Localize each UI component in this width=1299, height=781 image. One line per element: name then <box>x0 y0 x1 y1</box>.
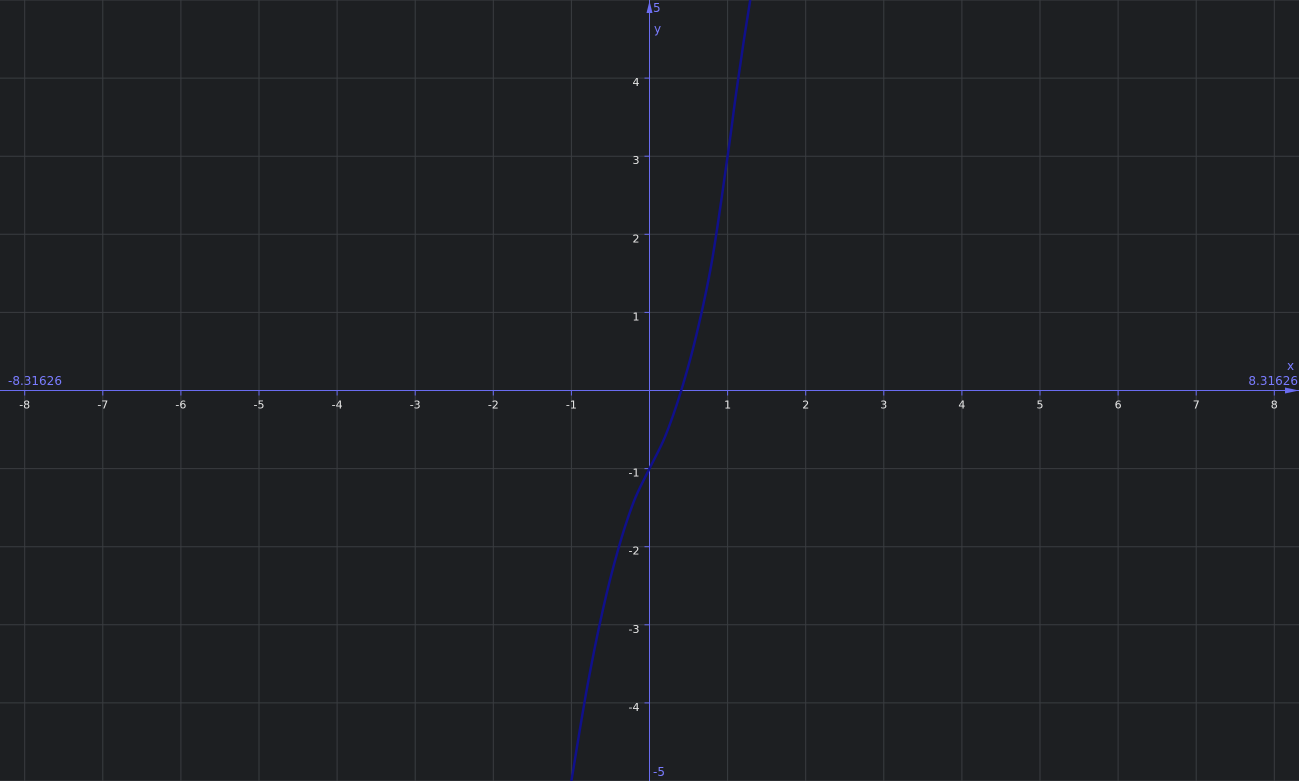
x-tick-label: -7 <box>97 399 108 412</box>
x-tick-label: 1 <box>724 399 731 412</box>
y-min-label: -5 <box>653 765 665 779</box>
y-tick-label: -2 <box>629 545 640 558</box>
x-axis-label: x <box>1287 359 1294 373</box>
x-max-label: 8.31626 <box>1248 374 1298 388</box>
y-tick-label: -4 <box>629 701 640 714</box>
x-tick-label: -4 <box>332 399 343 412</box>
curve-group <box>570 0 752 781</box>
y-tick-label: 1 <box>633 310 640 323</box>
x-tick-label: -3 <box>410 399 421 412</box>
x-tick-label: -1 <box>566 399 577 412</box>
x-tick-label: -6 <box>175 399 186 412</box>
x-tick-label: -2 <box>488 399 499 412</box>
x-axis-arrow-icon <box>1285 387 1299 394</box>
y-tick-label: -3 <box>629 623 640 636</box>
x-tick-label: -5 <box>254 399 265 412</box>
x-tick-label: 4 <box>958 399 965 412</box>
x-tick-label: 8 <box>1271 399 1278 412</box>
x-tick-label: 2 <box>802 399 809 412</box>
x-tick-label: -8 <box>19 399 30 412</box>
tick-labels: -8 -7 -6 -5 -4 -3 -2 -1 1 2 3 4 5 6 7 8 -4 -3 -2 -1 1 2 3 4 <box>19 76 1278 714</box>
function-curve <box>570 0 752 781</box>
y-tick-label: 2 <box>633 232 640 245</box>
x-tick-label: 5 <box>1037 399 1044 412</box>
x-tick-label: 7 <box>1193 399 1200 412</box>
x-tick-label: 3 <box>880 399 887 412</box>
y-max-label: 5 <box>653 1 661 15</box>
y-tick-label: -1 <box>629 467 640 480</box>
y-tick-label: 4 <box>633 76 640 89</box>
x-min-label: -8.31626 <box>8 374 62 388</box>
y-tick-label: 3 <box>633 154 640 167</box>
x-tick-label: 6 <box>1115 399 1122 412</box>
y-axis-label: y <box>654 22 661 36</box>
y-axis-arrow-icon <box>646 1 653 13</box>
axis-labels: x y -8.31626 8.31626 5 -5 <box>8 1 1298 779</box>
